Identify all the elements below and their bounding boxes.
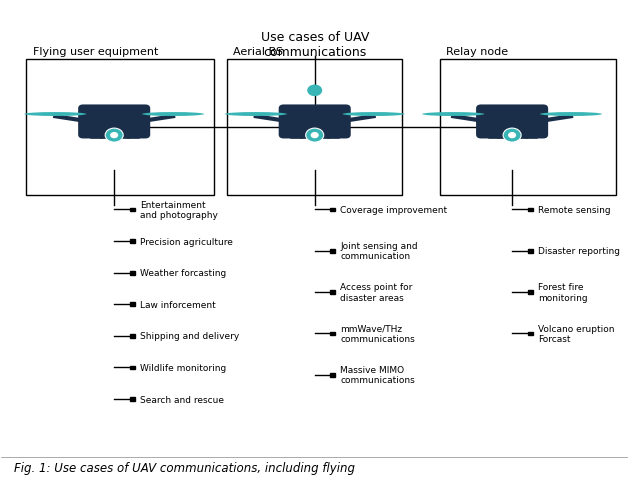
Text: Search and rescue: Search and rescue (140, 395, 224, 404)
Bar (330, 290, 335, 294)
Bar (440, 60, 616, 196)
Bar (26, 60, 214, 196)
Ellipse shape (342, 113, 404, 117)
Text: Access point for
disaster areas: Access point for disaster areas (340, 283, 413, 302)
Bar (528, 249, 532, 253)
Text: Precision agriculture: Precision agriculture (140, 237, 233, 246)
Bar (330, 373, 335, 377)
Text: Shipping and delivery: Shipping and delivery (140, 332, 239, 341)
Text: Fig. 1: Use cases of UAV communications, including flying: Fig. 1: Use cases of UAV communications,… (14, 462, 355, 474)
Circle shape (310, 133, 319, 139)
Bar (528, 332, 532, 336)
Text: mmWave/THz
communications: mmWave/THz communications (340, 324, 415, 344)
Text: Disaster reporting: Disaster reporting (538, 247, 620, 256)
Text: Relay node: Relay node (446, 47, 508, 57)
Bar (130, 240, 135, 244)
Bar (130, 397, 135, 401)
Text: Remote sensing: Remote sensing (538, 205, 611, 215)
Circle shape (110, 133, 118, 139)
Ellipse shape (540, 113, 602, 117)
Bar (528, 290, 532, 294)
Circle shape (508, 133, 516, 139)
Ellipse shape (142, 113, 204, 117)
Text: Entertainment
and photography: Entertainment and photography (140, 201, 218, 220)
Text: Aerial BS: Aerial BS (233, 47, 284, 57)
Bar (130, 303, 135, 306)
Bar (330, 332, 335, 336)
Bar (330, 208, 335, 212)
Text: Weather forcasting: Weather forcasting (140, 268, 226, 278)
Bar (130, 208, 135, 212)
Text: Flying user equipment: Flying user equipment (33, 47, 158, 57)
FancyBboxPatch shape (476, 105, 548, 139)
Text: Coverage improvement: Coverage improvement (340, 205, 447, 215)
Bar (130, 366, 135, 370)
Bar (330, 249, 335, 253)
Ellipse shape (422, 113, 484, 117)
Text: Forest fire
monitoring: Forest fire monitoring (538, 283, 588, 302)
Text: Volcano eruption
Forcast: Volcano eruption Forcast (538, 324, 614, 344)
Text: Use cases of UAV
communications: Use cases of UAV communications (260, 30, 369, 59)
Circle shape (105, 129, 124, 143)
Bar (130, 271, 135, 275)
Bar (528, 208, 532, 212)
FancyBboxPatch shape (78, 105, 150, 139)
Circle shape (307, 85, 322, 97)
Text: Wildlife monitoring: Wildlife monitoring (140, 363, 226, 372)
Circle shape (503, 129, 521, 143)
Text: Law inforcement: Law inforcement (140, 300, 216, 309)
Bar (130, 334, 135, 338)
Circle shape (306, 129, 324, 143)
Bar (227, 60, 403, 196)
Text: Massive MIMO
communications: Massive MIMO communications (340, 366, 415, 385)
Ellipse shape (24, 113, 86, 117)
Text: Joint sensing and
communication: Joint sensing and communication (340, 242, 418, 261)
Ellipse shape (225, 113, 287, 117)
FancyBboxPatch shape (278, 105, 351, 139)
